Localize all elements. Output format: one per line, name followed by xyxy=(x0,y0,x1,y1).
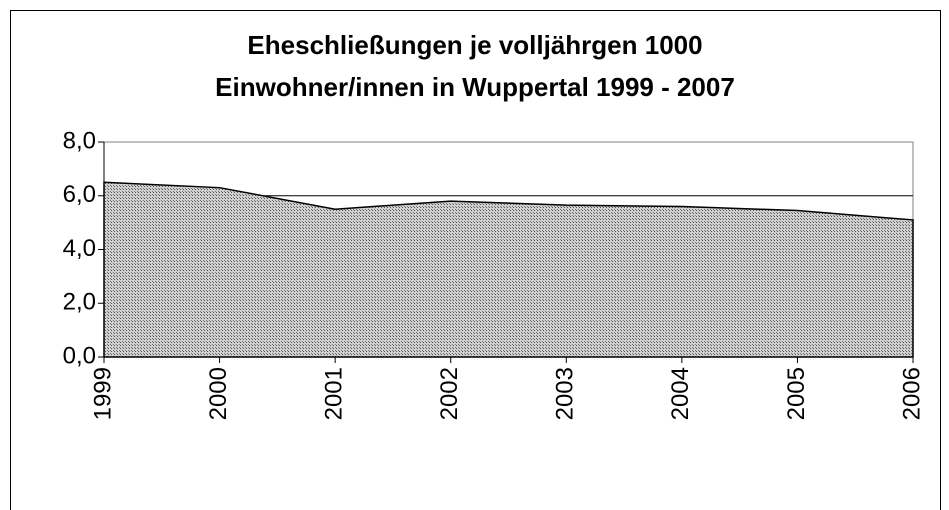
chart-title: Eheschließungen je volljährgen 1000 xyxy=(247,30,702,60)
x-tick-label: 2003 xyxy=(552,367,579,420)
y-tick-label: 4,0 xyxy=(63,235,96,262)
x-tick-label: 2002 xyxy=(436,367,463,420)
y-tick-label: 6,0 xyxy=(63,181,96,208)
y-tick-label: 8,0 xyxy=(63,127,96,154)
chart-frame xyxy=(10,10,941,510)
y-tick-label: 2,0 xyxy=(63,289,96,316)
x-tick-label: 2006 xyxy=(898,367,925,420)
y-tick-label: 0,0 xyxy=(63,342,96,369)
chart-title: Einwohner/innen in Wuppertal 1999 - 2007 xyxy=(215,72,735,102)
x-tick-label: 2001 xyxy=(320,367,347,420)
x-tick-label: 2000 xyxy=(205,367,232,420)
x-tick-label: 2005 xyxy=(783,367,810,420)
x-tick-label: 1999 xyxy=(89,367,116,420)
area xyxy=(103,181,914,358)
x-tick-label: 2004 xyxy=(667,367,694,420)
